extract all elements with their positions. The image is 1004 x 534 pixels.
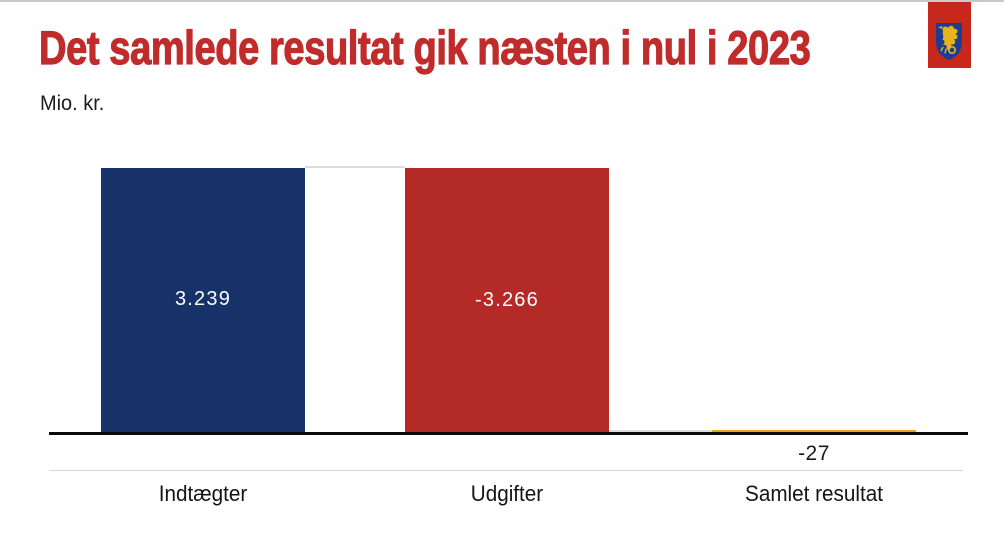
- value-label-indtaegter: 3.239: [174, 287, 232, 310]
- bar-samlet-resultat: [712, 430, 916, 433]
- category-label-udgifter: Udgifter: [470, 481, 544, 506]
- bar-indtaegter: [101, 168, 305, 433]
- page-title: Det samlede resultat gik næsten i nul i …: [39, 21, 812, 74]
- value-label-udgifter: -3.266: [475, 288, 539, 311]
- waterfall-connector: [609, 429, 712, 432]
- unit-label: Mio. kr.: [40, 92, 105, 115]
- category-label-samlet-resultat: Samlet resultat: [745, 481, 883, 506]
- label-divider-line: [49, 470, 963, 471]
- x-axis-baseline: [49, 432, 968, 435]
- top-border-line: [0, 0, 1004, 2]
- coat-of-arms-logo: [928, 2, 971, 68]
- category-label-indtaegter: Indtægter: [158, 481, 248, 506]
- waterfall-connector: [305, 166, 405, 168]
- griffin-shield-icon: [936, 23, 962, 60]
- value-label-samlet-resultat: -27: [798, 442, 830, 465]
- bar-udgifter: [405, 168, 609, 436]
